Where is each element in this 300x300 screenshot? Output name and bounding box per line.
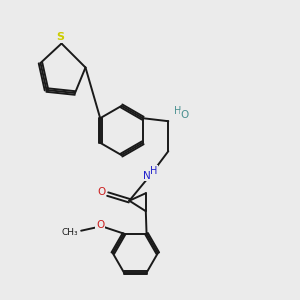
Text: CH₃: CH₃ (61, 228, 78, 237)
Text: O: O (181, 110, 189, 120)
Text: H: H (174, 106, 181, 116)
Text: N: N (143, 171, 151, 181)
Text: H: H (150, 166, 158, 176)
Text: S: S (56, 32, 64, 43)
Text: O: O (96, 220, 104, 230)
Text: O: O (97, 187, 105, 197)
